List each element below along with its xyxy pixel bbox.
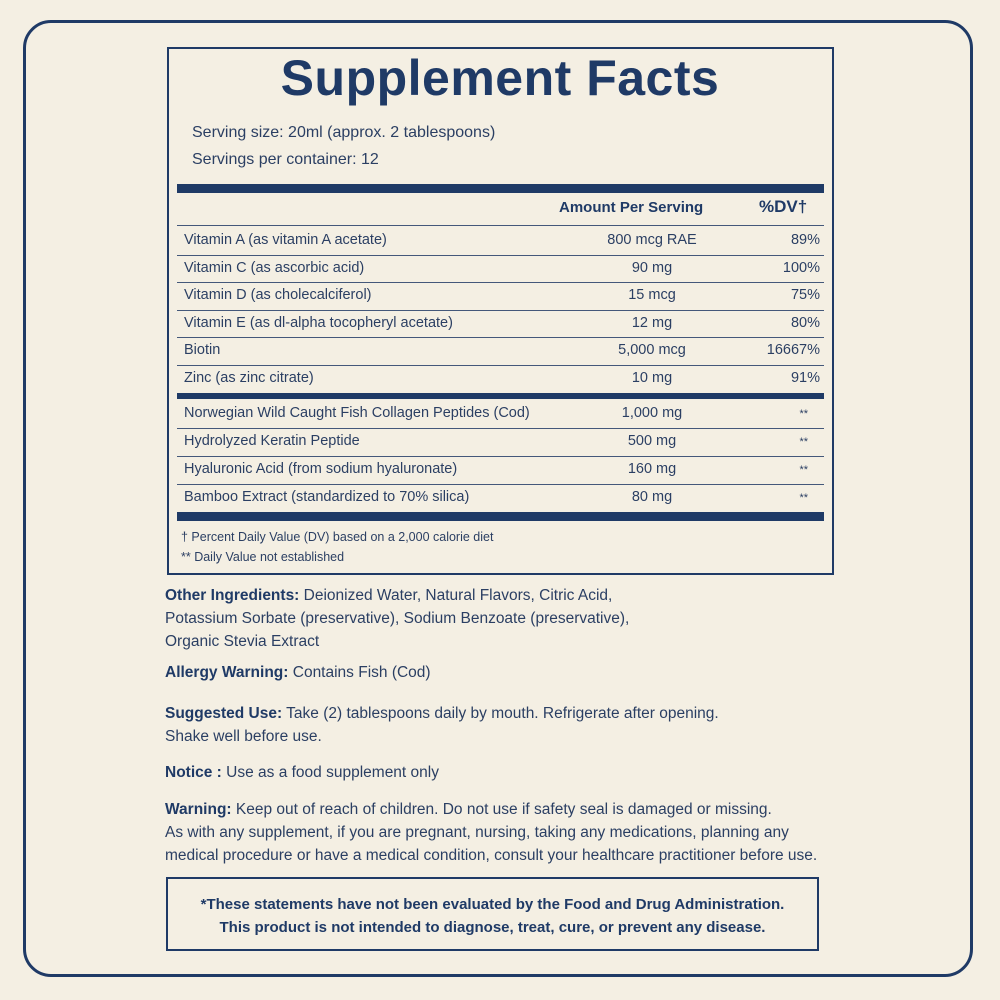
table-row: Vitamin C (as ascorbic acid) 90 mg 100%: [177, 256, 824, 283]
other-ingredients-text: Deionized Water, Natural Flavors, Citric…: [303, 587, 613, 604]
footnote-not-established: ** Daily Value not established: [181, 550, 345, 564]
nutrient-name: Vitamin C (as ascorbic acid): [184, 259, 365, 276]
nutrient-dv: **: [799, 464, 808, 476]
nutrient-dv: 100%: [782, 259, 820, 276]
nutrient-amount: 160 mg: [627, 461, 677, 477]
nutrient-amount: 12 mg: [631, 314, 673, 331]
fda-disclaimer: *These statements have not been evaluate…: [166, 877, 819, 951]
nutrient-name: Bamboo Extract (standardized to 70% sili…: [184, 489, 470, 505]
nutrient-amount: 5,000 mcg: [618, 342, 686, 358]
label-border: [23, 20, 973, 977]
other-ingredients-text-2: Potassium Sorbate (preservative), Sodium…: [165, 610, 630, 627]
nutrient-amount: 80 mg: [631, 489, 673, 505]
suggested-use-label: Suggested Use:: [165, 705, 283, 722]
table-row: Hydrolyzed Keratin Peptide 500 mg **: [177, 429, 824, 457]
supplement-facts-title: Supplement Facts: [280, 50, 720, 106]
nutrient-dv: 16667%: [766, 342, 820, 358]
nutrient-name: Hyaluronic Acid (from sodium hyaluronate…: [184, 461, 458, 477]
notice-label: Notice :: [165, 764, 222, 781]
thick-divider-bottom: [177, 512, 824, 521]
nutrient-dv: **: [799, 408, 808, 420]
notice: Notice : Use as a food supplement only: [165, 761, 855, 784]
nutrient-dv: 89%: [790, 232, 820, 248]
warning-label: Warning:: [165, 801, 232, 818]
header-divider: [177, 225, 824, 226]
fda-disclaimer-line-1: *These statements have not been evaluate…: [200, 896, 785, 913]
suggested-use: Suggested Use: Take (2) tablespoons dail…: [165, 702, 855, 748]
dv-header: %DV†: [759, 197, 808, 216]
other-ingredients-label: Other Ingredients:: [165, 587, 300, 604]
nutrient-dv: **: [799, 492, 808, 504]
nutrient-name: Zinc (as zinc citrate): [184, 369, 314, 386]
supplement-facts-panel: [167, 47, 834, 575]
nutrient-name: Biotin: [184, 342, 221, 358]
warning-text-3: medical procedure or have a medical cond…: [165, 847, 818, 864]
nutrient-amount: 10 mg: [631, 369, 673, 386]
nutrient-amount: 800 mcg RAE: [607, 232, 697, 248]
table-row: Zinc (as zinc citrate) 10 mg 91%: [177, 366, 824, 394]
nutrient-name: Vitamin A (as vitamin A acetate): [184, 232, 387, 248]
nutrient-amount: 15 mcg: [628, 287, 676, 303]
suggested-use-text: Take (2) tablespoons daily by mouth. Ref…: [286, 705, 719, 722]
table-row: Hyaluronic Acid (from sodium hyaluronate…: [177, 457, 824, 485]
nutrient-name: Vitamin E (as dl-alpha tocopheryl acetat…: [184, 314, 453, 331]
nutrient-dv: 91%: [790, 369, 820, 386]
nutrient-amount: 500 mg: [627, 433, 677, 449]
allergy-warning: Allergy Warning: Contains Fish (Cod): [165, 661, 855, 684]
allergy-warning-label: Allergy Warning:: [165, 664, 289, 681]
nutrient-name: Hydrolyzed Keratin Peptide: [184, 433, 360, 449]
nutrient-dv: **: [799, 436, 808, 448]
suggested-use-text-2: Shake well before use.: [165, 728, 322, 745]
other-ingredients: Other Ingredients: Deionized Water, Natu…: [165, 584, 855, 653]
warning: Warning: Keep out of reach of children. …: [165, 798, 855, 867]
thick-divider-middle: [177, 393, 824, 399]
notice-text: Use as a food supplement only: [226, 764, 439, 781]
nutrient-dv: 75%: [790, 287, 820, 303]
table-row: Norwegian Wild Caught Fish Collagen Pept…: [177, 401, 824, 429]
table-row: Bamboo Extract (standardized to 70% sili…: [177, 485, 824, 513]
other-ingredients-text-3: Organic Stevia Extract: [165, 633, 320, 650]
nutrient-amount: 90 mg: [631, 259, 673, 276]
table-row: Vitamin A (as vitamin A acetate) 800 mcg …: [177, 228, 824, 256]
table-row: Vitamin E (as dl-alpha tocopheryl acetat…: [177, 311, 824, 338]
table-row: Vitamin D (as cholecalciferol) 15 mcg 75%: [177, 283, 824, 311]
allergy-warning-text: Contains Fish (Cod): [292, 664, 431, 681]
serving-size: Serving size: 20ml (approx. 2 tablespoon…: [192, 124, 496, 141]
fda-disclaimer-line-2: This product is not intended to diagnose…: [219, 919, 766, 936]
nutrient-amount: 1,000 mg: [621, 405, 683, 421]
nutrient-dv: 80%: [790, 314, 820, 331]
thick-divider-top: [177, 184, 824, 193]
nutrient-name: Vitamin D (as cholecalciferol): [184, 287, 372, 303]
footnote-dv: † Percent Daily Value (DV) based on a 2,…: [181, 530, 494, 544]
table-row: Biotin 5,000 mcg 16667%: [177, 338, 824, 366]
warning-text-2: As with any supplement, if you are pregn…: [165, 824, 789, 841]
servings-per-container: Servings per container: 12: [192, 151, 379, 168]
nutrient-name: Norwegian Wild Caught Fish Collagen Pept…: [184, 405, 530, 421]
amount-per-serving-header: Amount Per Serving: [559, 199, 704, 216]
warning-text: Keep out of reach of children. Do not us…: [235, 801, 772, 818]
